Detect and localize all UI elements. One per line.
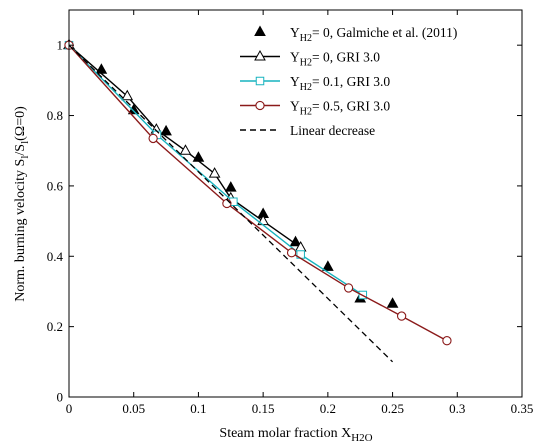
x-axis-label: Steam molar fraction XH2O xyxy=(219,426,372,444)
data-point-gri_05 xyxy=(442,336,452,346)
legend-label: Linear decrease xyxy=(290,123,375,138)
legend-marker xyxy=(254,49,266,61)
legend-marker xyxy=(255,76,265,86)
data-point-gri_05 xyxy=(286,248,297,258)
x-tick-label: 0 xyxy=(66,401,73,416)
legend-marker xyxy=(254,25,266,36)
axes: 0 0.05 0.1 0.15 0.2 0.25 0.3 0.35 0 0.2 0.4 0.6 0.8 1 xyxy=(47,9,534,416)
x-tick-label: 0.35 xyxy=(511,401,534,416)
y-tick-label: 0.4 xyxy=(47,249,64,264)
plot-area xyxy=(63,38,452,363)
data-point-gri_0 xyxy=(179,144,192,155)
y-axis-label: Norm. burning velocity Sl/Sl(Ω=0) xyxy=(13,106,31,302)
series-linear xyxy=(68,44,394,363)
data-point-galmiche xyxy=(386,297,399,308)
series-line-gri_0 xyxy=(68,44,302,249)
data-point-galmiche xyxy=(224,181,237,192)
data-point-gri_05 xyxy=(343,283,354,293)
legend-label: YH2= 0, GRI 3.0 xyxy=(290,50,380,69)
legend-label: YH2= 0.5, GRI 3.0 xyxy=(290,99,390,118)
legend-label: YH2= 0.1, GRI 3.0 xyxy=(290,74,390,93)
y-tick-label: 0.2 xyxy=(47,319,63,334)
legend-entry-galmiche: YH2= 0, Galmiche et al. (2011) xyxy=(254,25,457,44)
data-point-galmiche xyxy=(322,260,334,271)
legend-entry-linear: Linear decrease xyxy=(240,123,375,138)
data-point-galmiche xyxy=(192,151,205,162)
plot-frame xyxy=(68,9,523,398)
x-tick-label: 0.25 xyxy=(381,401,404,416)
legend-label: YH2= 0, Galmiche et al. (2011) xyxy=(290,25,457,44)
legend-entry-gri_0: YH2= 0, GRI 3.0 xyxy=(240,50,380,69)
data-point-gri_05 xyxy=(396,311,407,321)
data-point-gri_05 xyxy=(222,198,232,209)
data-point-galmiche xyxy=(160,124,172,136)
y-tick-label: 0 xyxy=(57,390,64,405)
legend: YH2= 0, Galmiche et al. (2011) YH2= 0, GR… xyxy=(240,25,457,138)
x-tick-label: 0.3 xyxy=(449,401,465,416)
x-tick-label: 0.05 xyxy=(122,401,145,416)
y-tick-label: 0.8 xyxy=(47,108,63,123)
legend-entry-gri_01: YH2= 0.1, GRI 3.0 xyxy=(240,74,390,93)
series-line-gri_05 xyxy=(68,44,448,342)
data-point-galmiche xyxy=(95,63,108,74)
legend-marker xyxy=(255,100,265,111)
y-tick-label: 1 xyxy=(57,38,64,53)
data-point-gri_0 xyxy=(208,167,221,178)
series-line-linear xyxy=(68,44,394,363)
data-point-gri_05 xyxy=(148,133,158,144)
data-point-gri_0 xyxy=(121,89,134,101)
data-point-galmiche xyxy=(289,235,302,247)
x-tick-label: 0.15 xyxy=(252,401,275,416)
y-tick-label: 0.6 xyxy=(47,178,64,193)
x-tick-label: 0.1 xyxy=(190,401,206,416)
x-tick-label: 0.2 xyxy=(320,401,336,416)
legend-entry-gri_05: YH2= 0.5, GRI 3.0 xyxy=(240,99,390,118)
